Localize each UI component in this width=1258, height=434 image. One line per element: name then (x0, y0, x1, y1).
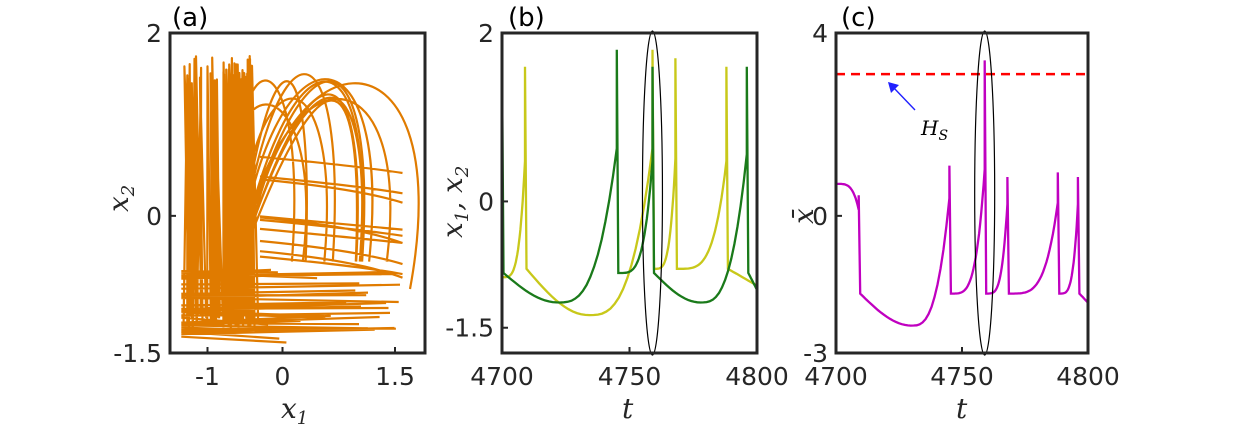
y-tick-label: 0 (812, 202, 828, 231)
x-tick-label: 4700 (470, 362, 534, 391)
y-axis-label-b: x1, x2 (436, 166, 473, 238)
y-tick-label: 4 (812, 19, 828, 48)
y-axis-label-a: x2 (102, 185, 139, 212)
x-axis-label-c: t (956, 392, 968, 425)
panel-label-c: (c) (841, 3, 876, 33)
y-tick-label: 2 (146, 19, 162, 48)
x-tick-label: 4800 (725, 362, 789, 391)
panel-a: (a) -1 0 1.5 -1.5 0 2 x1 x2 (102, 3, 427, 429)
x-axis-label-b: t (622, 392, 634, 425)
annotation-arrow (892, 86, 916, 111)
y-tick-label: 2 (478, 19, 494, 48)
highlight-ellipse (641, 30, 664, 356)
y-axis-label-c: x̄ (787, 208, 820, 224)
y-tick-label: -1.5 (445, 314, 494, 343)
panel-b: (b) 4700 4750 4800 -1.5 0 2 t x1, x2 (436, 3, 789, 425)
threshold-label: HS (920, 116, 948, 144)
highlight-ellipse (974, 30, 996, 356)
x-tick-label: 4800 (1056, 362, 1120, 391)
panel-label-a: (a) (172, 3, 208, 33)
y-tick-label: 0 (146, 202, 162, 231)
y-tick-label: -1.5 (113, 339, 162, 368)
annotation-arrowhead (888, 82, 899, 93)
x-tick-label: -1 (195, 362, 220, 391)
series-x2 (500, 49, 759, 304)
phase-trajectory-line (181, 55, 420, 344)
x-tick-label: 4700 (804, 362, 868, 391)
x-axis-label-a: x1 (281, 392, 308, 429)
x-tick-label: 4750 (930, 362, 994, 391)
x-tick-label: 4750 (598, 362, 662, 391)
y-tick-label: 0 (478, 187, 494, 216)
series-x1 (502, 49, 758, 317)
trajectory-path (181, 55, 420, 344)
axes-frame-a (168, 31, 427, 355)
x-tick-label: 1.5 (375, 362, 415, 391)
y-tick-label: -3 (803, 339, 828, 368)
panel-c: (c) HS 4700 4750 4800 -3 0 4 t x̄ (787, 3, 1120, 425)
series-xbar (836, 60, 1089, 327)
x-tick-label: 0 (275, 362, 291, 391)
panel-label-b: (b) (508, 3, 545, 33)
axes-frame-b (500, 31, 759, 355)
